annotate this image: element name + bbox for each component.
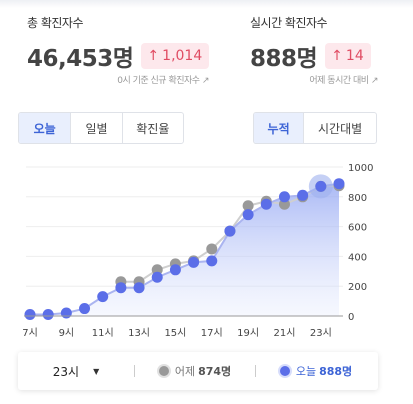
- legend-today-value: 888명: [319, 365, 353, 378]
- x-tick-label: 15시: [164, 327, 186, 339]
- today-point: [315, 180, 327, 192]
- x-tick-label: 7시: [22, 327, 38, 339]
- legend-yesterday-label: 어제: [174, 365, 196, 378]
- today-point: [79, 303, 91, 315]
- total-cases-delta-badge: ↑ 1,014: [141, 43, 210, 69]
- legend-divider: [255, 365, 256, 377]
- mode-tab-group: 누적 시간대별: [253, 112, 377, 144]
- today-point: [24, 309, 36, 321]
- caret-down-icon: ▼: [93, 366, 100, 376]
- today-point: [260, 198, 272, 210]
- today-point: [42, 309, 54, 321]
- legend-yesterday-value: 874명: [198, 365, 232, 378]
- today-point: [224, 225, 236, 237]
- today-point: [297, 189, 309, 201]
- x-tick-label: 11시: [92, 327, 114, 339]
- today-point: [60, 307, 72, 319]
- legend-yesterday: 어제 874명: [135, 363, 255, 379]
- tab-cumulative[interactable]: 누적: [254, 113, 304, 143]
- hour-select-value: 23시: [52, 364, 80, 379]
- realtime-cases-stat: 실시간 확진자수 888명 ↑ 14: [250, 14, 371, 73]
- today-point: [151, 271, 163, 283]
- x-tick-label: 13시: [128, 327, 150, 339]
- arrow-up-icon: ↑: [331, 48, 343, 64]
- today-point: [97, 291, 109, 303]
- today-point: [188, 256, 200, 268]
- y-tick-label: 200: [348, 282, 367, 293]
- realtime-cases-delta-value: 14: [345, 48, 364, 64]
- y-tick-label: 0: [348, 312, 354, 323]
- curved-arrow-icon: ↗: [370, 76, 379, 86]
- top-shadow: [0, 0, 413, 8]
- x-tick-label: 17시: [201, 327, 223, 339]
- today-dot-icon: [279, 366, 290, 376]
- total-cases-note-text: 0시 기준 신규 확진자수: [117, 76, 200, 86]
- period-tab-group: 오늘 일별 확진율: [18, 112, 184, 144]
- today-area: [30, 183, 339, 316]
- hourly-cases-chart[interactable]: 0 200 400 600 800 1000 7시 9시 11시 13시 15시 17시 19시 21시 2…: [0, 150, 413, 345]
- realtime-cases-note-text: 어제 동시간 대비: [309, 76, 369, 86]
- arrow-up-icon: ↑: [147, 48, 160, 64]
- realtime-cases-value: 888명: [250, 46, 318, 72]
- tab-hourly[interactable]: 시간대별: [303, 113, 376, 143]
- tab-positive-rate[interactable]: 확진율: [121, 113, 183, 143]
- today-point: [115, 282, 127, 294]
- yesterday-dot-icon: [158, 366, 169, 376]
- today-point: [242, 209, 254, 221]
- total-cases-note: 0시 기준 신규 확진자수 ↗: [117, 73, 209, 86]
- legend-divider: [134, 365, 135, 377]
- curved-arrow-icon: ↗: [201, 76, 210, 86]
- realtime-cases-delta-badge: ↑ 14: [325, 43, 371, 69]
- total-cases-label: 총 확진자수: [27, 16, 84, 30]
- x-tick-label: 23시: [310, 327, 332, 339]
- legend-today: 오늘 888명: [256, 363, 376, 379]
- x-tick-label: 9시: [59, 327, 75, 339]
- total-cases-stat: 총 확진자수 46,453명 ↑ 1,014: [27, 14, 210, 73]
- today-point: [206, 255, 218, 267]
- y-tick-label: 1000: [348, 163, 373, 174]
- yesterday-point: [242, 200, 254, 212]
- realtime-cases-label: 실시간 확진자수: [250, 16, 328, 30]
- y-tick-label: 800: [348, 193, 367, 204]
- yesterday-point: [206, 243, 218, 255]
- tab-today[interactable]: 오늘: [19, 113, 71, 143]
- today-point: [333, 178, 345, 190]
- total-cases-delta-value: 1,014: [162, 48, 203, 64]
- tab-daily[interactable]: 일별: [70, 113, 121, 143]
- today-point: [278, 191, 290, 203]
- today-point: [169, 264, 181, 276]
- today-point: [133, 282, 145, 294]
- realtime-cases-note: 어제 동시간 대비 ↗: [309, 73, 378, 86]
- x-tick-label: 21시: [274, 327, 296, 339]
- legend-today-label: 오늘: [295, 365, 317, 378]
- y-tick-label: 400: [348, 252, 367, 263]
- hour-select[interactable]: 23시 ▼: [18, 363, 134, 380]
- chart-legend: 23시 ▼ 어제 874명 오늘 888명: [18, 352, 378, 390]
- y-tick-label: 600: [348, 223, 367, 234]
- x-tick-label: 19시: [237, 327, 259, 339]
- total-cases-value: 46,453명: [27, 46, 134, 72]
